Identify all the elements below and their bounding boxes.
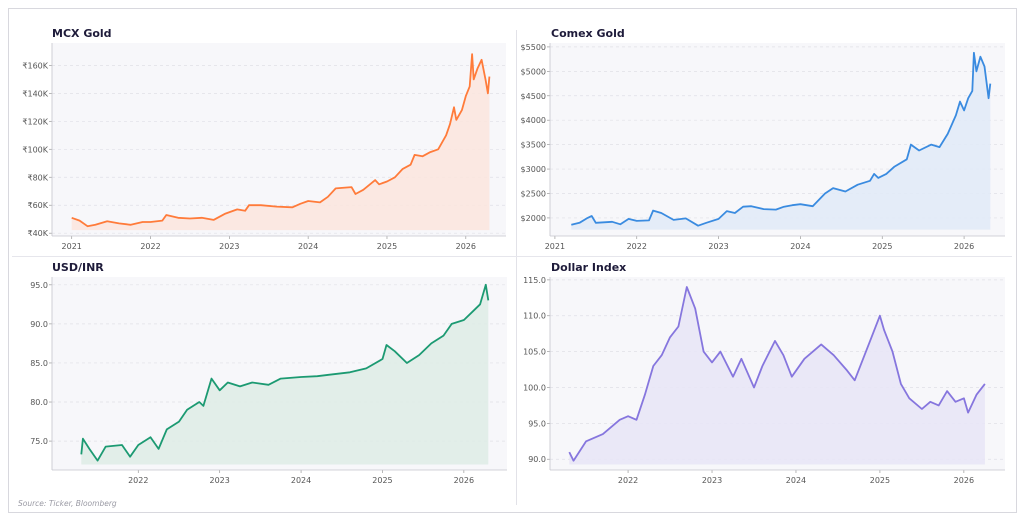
series-area-fill xyxy=(569,287,985,465)
horizontal-divider xyxy=(12,256,1012,257)
y-tick-label: 100.0 xyxy=(523,383,546,392)
y-tick-label: 95.0 xyxy=(30,281,48,290)
series-line xyxy=(568,286,986,462)
x-tick-label: 2026 xyxy=(456,242,476,251)
x-tick-label: 2021 xyxy=(545,242,565,251)
series-area-fill xyxy=(571,52,991,230)
x-tick-label: 2023 xyxy=(708,242,728,251)
y-tick-label: $5500 xyxy=(521,43,546,52)
y-tick-label: 115.0 xyxy=(523,276,546,285)
x-tick-label: 2025 xyxy=(870,476,890,485)
y-tick-label: $2000 xyxy=(521,214,546,223)
y-tick-label: 75.0 xyxy=(30,437,48,446)
x-tick-label: 2026 xyxy=(454,476,474,485)
y-tick-label: $3000 xyxy=(521,165,546,174)
x-tick-label: 2021 xyxy=(62,242,82,251)
chart-title-comex-gold: Comex Gold xyxy=(551,27,625,40)
x-tick-label: 2025 xyxy=(377,242,397,251)
y-tick-label: 110.0 xyxy=(523,312,546,321)
series-line xyxy=(571,51,992,227)
x-tick-label: 2022 xyxy=(618,476,638,485)
x-tick-label: 2023 xyxy=(219,242,239,251)
series-area-fill xyxy=(71,54,490,231)
x-tick-label: 2024 xyxy=(298,242,318,251)
y-tick-label: 95.0 xyxy=(528,419,546,428)
y-tick-label: $4000 xyxy=(521,116,546,125)
chart-title-dollar-index: Dollar Index xyxy=(551,261,627,274)
x-tick-label: 2025 xyxy=(372,476,392,485)
y-tick-label: ₹160K xyxy=(22,61,48,70)
y-tick-label: $2500 xyxy=(521,189,546,198)
series-area-fill xyxy=(81,284,489,465)
y-tick-label: ₹120K xyxy=(22,117,48,126)
x-tick-label: 2025 xyxy=(872,242,892,251)
y-tick-label: ₹60K xyxy=(27,201,48,210)
y-tick-label: 90.0 xyxy=(528,455,546,464)
y-tick-label: ₹100K xyxy=(22,145,48,154)
y-tick-label: 80.0 xyxy=(30,398,48,407)
y-tick-label: 85.0 xyxy=(30,359,48,368)
x-tick-label: 2026 xyxy=(954,476,974,485)
x-tick-label: 2023 xyxy=(209,476,229,485)
chart-title-mcx-gold: MCX Gold xyxy=(52,27,112,40)
y-tick-label: $5000 xyxy=(521,67,546,76)
y-tick-label: ₹80K xyxy=(27,173,48,182)
x-tick-label: 2026 xyxy=(954,242,974,251)
y-tick-label: ₹140K xyxy=(22,89,48,98)
y-tick-label: 105.0 xyxy=(523,348,546,357)
x-tick-label: 2023 xyxy=(702,476,722,485)
x-tick-label: 2024 xyxy=(786,476,806,485)
x-tick-label: 2022 xyxy=(128,476,148,485)
chart-title-usd-inr: USD/INR xyxy=(52,261,104,274)
vertical-divider xyxy=(516,30,517,505)
series-line xyxy=(71,53,491,228)
series-line xyxy=(80,283,490,462)
y-tick-label: $3500 xyxy=(521,141,546,150)
y-tick-label: 90.0 xyxy=(30,320,48,329)
y-tick-label: $4500 xyxy=(521,92,546,101)
x-tick-label: 2022 xyxy=(140,242,160,251)
y-tick-label: ₹40K xyxy=(27,229,48,238)
x-tick-label: 2022 xyxy=(627,242,647,251)
source-note: Source: Ticker, Bloomberg xyxy=(18,499,117,508)
x-tick-label: 2024 xyxy=(790,242,810,251)
x-tick-label: 2024 xyxy=(291,476,311,485)
